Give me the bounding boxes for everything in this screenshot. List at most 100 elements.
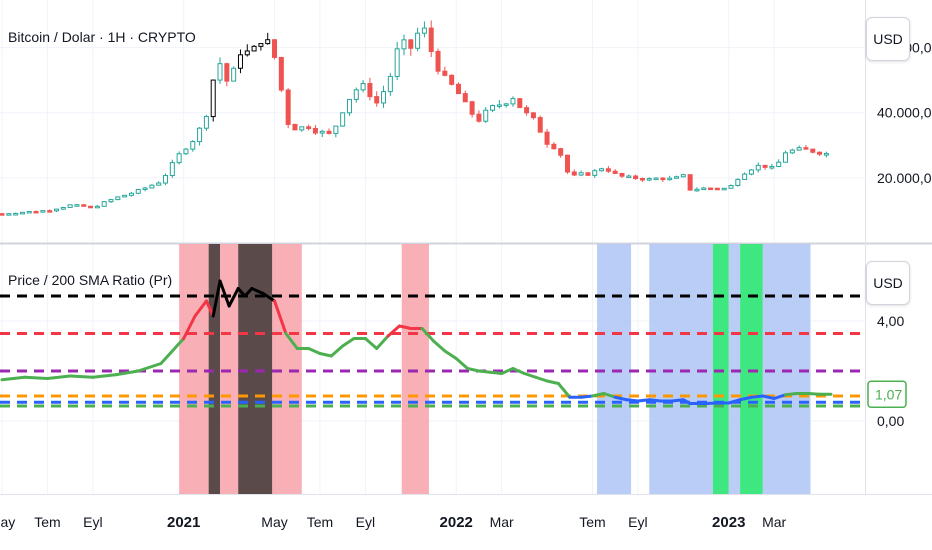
candle-body	[585, 172, 591, 176]
ratio-line-segment	[68, 374, 95, 379]
time-axis-label: 2022	[440, 514, 473, 531]
ratio-line-segment	[522, 372, 538, 379]
candle-body	[142, 187, 148, 190]
ratio-line-segment	[602, 392, 617, 399]
candle-body	[360, 83, 366, 91]
candle-body	[108, 199, 114, 203]
candle-body	[149, 184, 155, 189]
candle-body	[667, 177, 673, 181]
ratio-line-segment	[738, 395, 753, 402]
candle-body	[353, 89, 359, 100]
candle-body	[524, 107, 530, 114]
candle-body	[169, 162, 175, 177]
time-axis-label: May	[261, 514, 287, 530]
ratio-line-segment	[375, 334, 390, 350]
candle-body	[442, 70, 448, 76]
candle-body	[210, 79, 216, 118]
candle-body	[551, 143, 557, 150]
candle-body	[128, 192, 134, 196]
candles	[0, 20, 829, 216]
signal-band	[597, 244, 632, 494]
background-bands	[179, 244, 811, 494]
candle-body	[60, 206, 66, 210]
candle-body	[265, 39, 271, 45]
candle-body	[803, 147, 809, 150]
ratio-line-segment	[727, 398, 742, 405]
ratio-currency-button[interactable]: USD	[866, 261, 910, 305]
candle-body	[19, 211, 25, 215]
candle-body	[735, 178, 741, 187]
candle-body	[646, 178, 652, 181]
ratio-line-segment	[590, 392, 606, 398]
candle-body	[13, 212, 19, 216]
candle-body	[769, 166, 775, 169]
candle-body	[783, 152, 789, 163]
signal-band	[272, 244, 302, 494]
candle-body	[387, 75, 393, 93]
ratio-line-segment	[227, 287, 240, 308]
candle-body	[408, 39, 414, 49]
ratio-line-segment	[136, 362, 163, 373]
ratio-line-segment	[218, 279, 231, 308]
ratio-line-segment	[477, 369, 492, 374]
ratio-line-segment	[670, 398, 685, 403]
candle-body	[660, 177, 666, 181]
price-axis-labels: 20.000,0040.000,0060.000,00	[877, 40, 932, 186]
candle-body	[326, 130, 332, 134]
time-axis-label: Eyl	[83, 514, 102, 530]
candle-body	[299, 126, 305, 131]
candle-body	[592, 170, 598, 176]
ratio-line-segment	[466, 367, 481, 373]
ratio-line	[0, 279, 833, 405]
candle-body	[462, 93, 468, 103]
candle-body	[312, 127, 318, 134]
ratio-line-segment	[806, 392, 822, 396]
candle-body	[421, 27, 427, 34]
candle-body	[115, 196, 121, 201]
candle-body	[708, 187, 714, 191]
ratio-line-segment	[236, 287, 247, 298]
ratio-line-segment	[243, 287, 254, 298]
ratio-axis-labels: 0,00 4,00	[877, 313, 904, 429]
candle-body	[762, 164, 768, 168]
ratio-line-segment	[511, 367, 526, 375]
candle-body	[285, 89, 291, 125]
ratio-line-segment	[211, 279, 222, 318]
candle-body	[455, 83, 461, 95]
candle-body	[231, 67, 237, 82]
ratio-line-segment	[749, 394, 765, 399]
time-axis-label: 2021	[167, 514, 200, 531]
candle-body	[88, 205, 94, 209]
candle-body	[714, 187, 720, 191]
ratio-line-segment	[0, 375, 27, 382]
candle-body	[612, 170, 618, 174]
candle-body	[122, 194, 128, 198]
candle-body	[599, 168, 605, 172]
candle-body	[74, 204, 80, 207]
candle-body	[694, 188, 700, 192]
candle-body	[203, 116, 209, 129]
candle-body	[340, 112, 346, 127]
candle-body	[244, 50, 250, 56]
candle-body	[101, 201, 107, 207]
signal-band	[401, 244, 429, 494]
candle-body	[490, 104, 496, 111]
ratio-line-segment	[534, 375, 549, 383]
candle-body	[367, 83, 373, 98]
time-axis-label: 2023	[712, 514, 745, 531]
time-axis-label: Mar	[490, 514, 514, 530]
time-axis-label: May	[0, 514, 15, 530]
candle-body	[626, 175, 632, 179]
ratio-line-segment	[284, 332, 299, 350]
candle-body	[742, 173, 748, 180]
candle-body	[748, 169, 754, 175]
candle-body	[47, 210, 53, 213]
candle-body	[564, 154, 570, 173]
ratio-line-segment	[454, 357, 470, 370]
signal-band	[220, 244, 239, 494]
candle-body	[619, 172, 625, 177]
price-currency-button[interactable]: USD	[866, 17, 910, 61]
candle-body	[639, 177, 645, 181]
